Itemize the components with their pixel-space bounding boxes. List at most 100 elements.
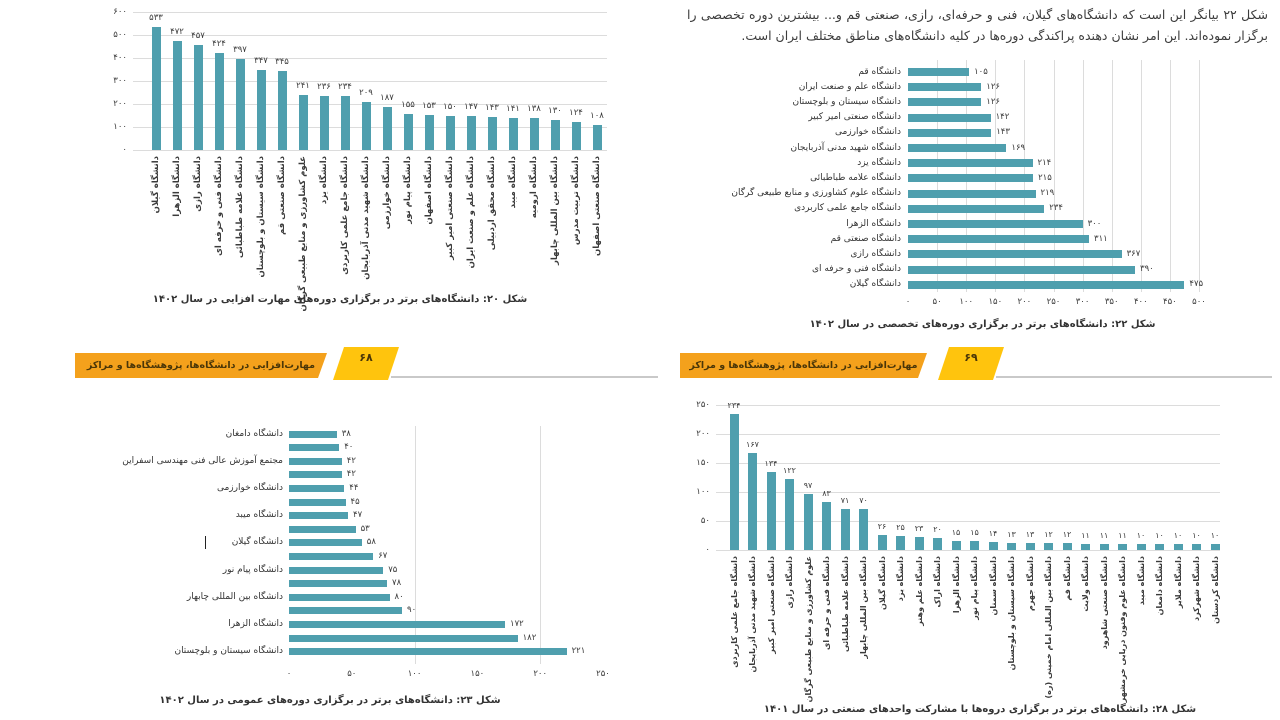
bar: [424, 114, 434, 150]
bar: [908, 220, 1083, 228]
bar: [766, 472, 776, 550]
bar: [908, 204, 1045, 213]
bar-value-label: ۸۳: [822, 488, 831, 498]
category-label: دانشگاه خوارزمی: [834, 127, 901, 138]
category-label: دانشگاه رازی: [193, 156, 203, 212]
y-tick-label: ۵۰: [700, 515, 710, 526]
category-label: دانشگاه سمنان: [988, 556, 998, 616]
category-label: دانشگاه سیستان و بلوچستان: [792, 96, 901, 107]
category-label: دانشگاه خوارزمی: [382, 156, 392, 230]
x-tick-label: ۵۰۰: [1192, 297, 1206, 307]
bar: [908, 98, 982, 107]
bar: [340, 96, 350, 150]
bar-value-label: ۱۰: [1210, 531, 1220, 541]
category-label: دانشگاه علامه طباطبائی: [840, 556, 850, 652]
gridline: [716, 521, 1220, 522]
bar-value-label: ۲۱۵: [1038, 172, 1052, 183]
category-label: دانشگاه صنعتی شاهرود: [1099, 556, 1109, 650]
bar: [289, 580, 387, 588]
category-label: مجتمع آموزش عالی فنی مهندسی اسفراین: [122, 455, 283, 466]
gridline: [1053, 60, 1055, 292]
bar: [908, 189, 1036, 198]
text-cursor-artifact: [205, 536, 207, 550]
banner-title: مهارت‌افزایی در دانشگاه‌ها، پژوهشگاه‌ها …: [75, 353, 327, 378]
bar: [151, 27, 161, 150]
bar: [529, 118, 539, 150]
page-number-badge: ۶۸: [333, 347, 399, 380]
figure-20-chart: ۰ ۱۰۰ ۲۰۰ ۳۰۰ ۴۰۰ ۵۰۰ ۶۰۰ ۵۳۳ دانشگاه گیلان ۴۷۲ دا…: [75, 0, 630, 340]
page-header-banner-left: مهارت‌افزایی در دانشگاه‌ها، پژوهشگاه‌ها …: [75, 347, 660, 381]
bar-value-label: ۴۰: [344, 442, 354, 453]
y-tick-label: ۳۰۰: [113, 75, 127, 86]
category-label: دانشگاه رازی: [850, 248, 901, 259]
category-label: دانشگاه ارومیه: [529, 156, 539, 219]
bar-value-label: ۵۳۳: [149, 13, 163, 24]
bar-value-label: ۱۵: [951, 528, 961, 538]
bar: [361, 101, 371, 150]
x-tick-label: ۰: [286, 669, 292, 679]
category-label: دانشگاه میبد: [1136, 556, 1146, 606]
bar: [748, 453, 757, 550]
gridline: [716, 492, 1220, 493]
gridline: [716, 405, 1220, 406]
category-label: دانشگاه علامه طباطبائی: [235, 156, 245, 258]
page-header-banner-right: مهارت‌افزایی در دانشگاه‌ها، پژوهشگاه‌ها …: [680, 347, 1277, 381]
bar: [487, 117, 497, 150]
category-label: دانشگاه قم: [858, 66, 901, 77]
category-label: دانشگاه دامغان: [225, 428, 283, 439]
bar-value-label: ۱۲۲: [783, 466, 796, 476]
bar: [1007, 542, 1016, 550]
bar: [289, 525, 356, 533]
y-tick-label: ۴۰۰: [113, 52, 127, 63]
category-label: دانشگاه صنعتی قم: [277, 156, 287, 235]
bar-value-label: ۱۸۷: [380, 93, 394, 103]
bar-value-label: ۵۳: [360, 523, 370, 534]
bar-value-label: ۱۰۸: [590, 111, 604, 122]
bar-value-label: ۳۹۰: [1140, 264, 1154, 275]
bar-value-label: ۲۱۹: [1040, 188, 1055, 199]
bar-value-label: ۴۵۷: [191, 30, 205, 41]
category-label: دانشگاه دامغان: [1155, 556, 1164, 616]
gridline: [133, 150, 607, 151]
bar-value-label: ۳۰۰: [1087, 218, 1102, 229]
category-label: دانشگاه کردستان: [1210, 556, 1220, 624]
bar: [803, 493, 813, 550]
bar: [319, 95, 329, 150]
gridline: [1082, 60, 1084, 292]
bar: [1062, 543, 1072, 550]
y-tick-label: ۰: [705, 544, 710, 555]
bar-value-label: ۲۳۴: [1049, 203, 1063, 214]
category-label: دانشگاه یزد: [319, 156, 329, 205]
bar: [840, 508, 850, 550]
category-label: دانشگاه محقق اردبیلی: [487, 156, 497, 251]
bar-value-label: ۱۳: [1007, 529, 1016, 539]
bar: [289, 471, 342, 479]
bar-value-label: ۱۰: [1192, 531, 1201, 541]
bar-value-label: ۱۴۳: [996, 127, 1010, 138]
bar: [908, 83, 982, 92]
bar: [403, 114, 413, 150]
bar-value-label: ۱۳۰: [548, 106, 562, 117]
page-number-badge: ۶۹: [938, 347, 1004, 380]
category-label: دانشگاه بین المللی چابهار: [859, 556, 868, 659]
category-label: دانشگاه جامع علمی کاربردی: [729, 556, 739, 668]
gridline: [133, 58, 607, 59]
category-label: دانشگاه سیستان و بلوچستان: [174, 646, 283, 657]
bar: [908, 128, 992, 137]
x-tick-label: ۳۰۰: [1075, 297, 1090, 307]
bar: [908, 250, 1122, 259]
category-label: دانشگاه الزهرا: [172, 156, 182, 217]
x-tick-label: ۲۰۰: [1017, 297, 1032, 307]
bar-value-label: ۱۱: [1118, 530, 1127, 540]
bar-value-label: ۲۱۴: [1037, 157, 1052, 168]
bar-value-label: ۴۲: [346, 455, 356, 466]
bar: [908, 144, 1007, 152]
bar-value-label: ۸۰: [394, 591, 404, 602]
category-label: دانشگاه بین المللی چابهار: [186, 591, 283, 602]
category-label: دانشگاه فنی و حرفه ای: [214, 156, 224, 256]
category-label: دانشگاه جهرم: [1025, 556, 1035, 612]
category-label: دانشگاه بین المللی چابهار: [550, 156, 560, 266]
y-tick-label: ۱۰۰: [696, 486, 710, 497]
bar: [1044, 543, 1053, 550]
